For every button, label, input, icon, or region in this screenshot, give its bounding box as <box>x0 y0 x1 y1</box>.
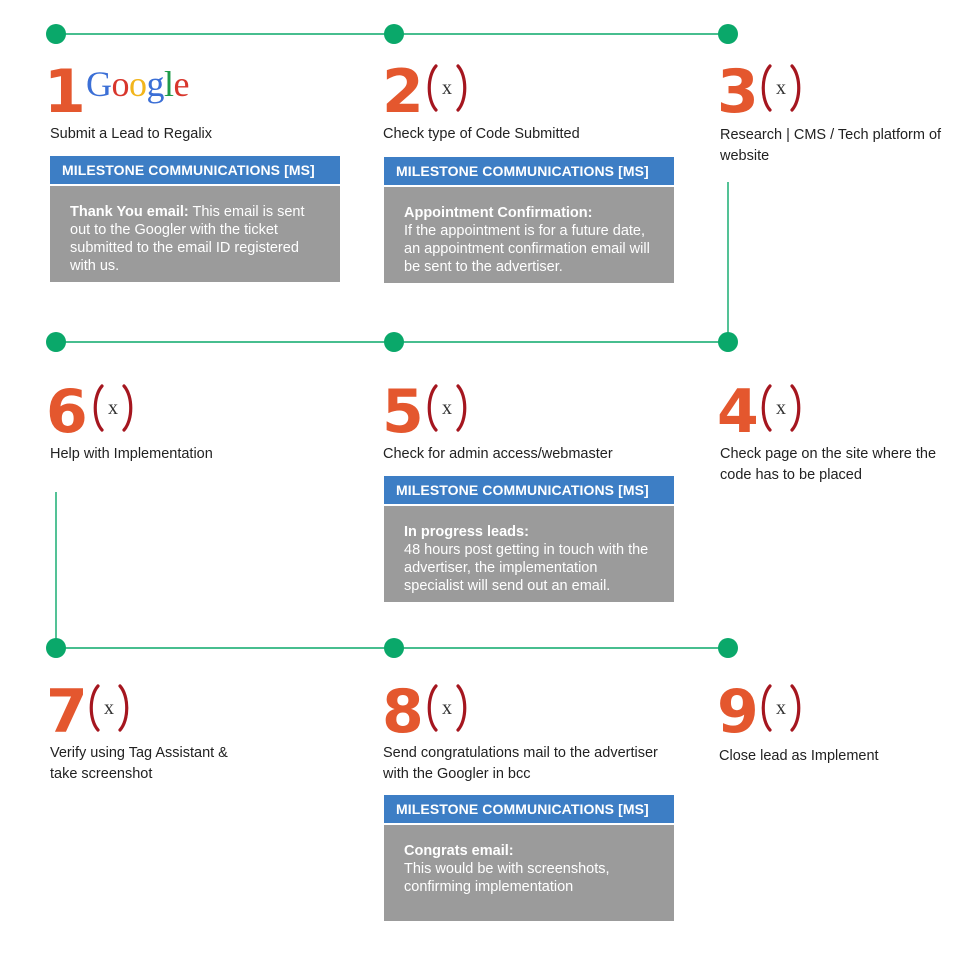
node-5 <box>384 332 404 352</box>
svg-text:x: x <box>776 397 786 419</box>
step-number: 8 <box>382 677 424 747</box>
regalix-x-icon: x <box>760 384 804 432</box>
step-label: Check for admin access/webmaster <box>383 446 613 462</box>
node-9 <box>718 638 738 658</box>
step-number: 4 <box>717 377 759 447</box>
step-number: 2 <box>382 57 424 127</box>
milestone-body: Appointment Confirmation: If the appoint… <box>384 187 674 283</box>
regalix-x-icon: x <box>426 64 470 112</box>
google-logo: Google <box>86 64 190 104</box>
step-number: 5 <box>382 377 424 447</box>
milestone-box-thank-you: MILESTONE COMMUNICATIONS [MS] Thank You … <box>50 156 340 282</box>
step-label: Submit a Lead to Regalix <box>50 126 213 142</box>
step-label: Help with Implementation <box>50 446 213 462</box>
svg-text:x: x <box>442 77 452 99</box>
milestone-text: 48 hours post getting in touch with the … <box>404 542 649 594</box>
milestone-box-congrats: MILESTONE COMMUNICATIONS [MS] Congrats e… <box>384 795 674 921</box>
svg-text:x: x <box>442 697 452 719</box>
regalix-x-icon: x <box>426 684 470 732</box>
step-number: 9 <box>717 677 759 747</box>
milestone-header: MILESTONE COMMUNICATIONS [MS] <box>50 156 340 184</box>
milestone-header: MILESTONE COMMUNICATIONS [MS] <box>384 795 674 823</box>
step-label: Send congratulations mail to the adverti… <box>383 745 658 782</box>
step-number: 3 <box>717 57 759 127</box>
milestone-title: Appointment Confirmation: <box>404 205 593 221</box>
step-label: Check type of Code Submitted <box>383 126 580 142</box>
milestone-box-in-progress: MILESTONE COMMUNICATIONS [MS] In progres… <box>384 476 674 602</box>
step-label: Check page on the site where the code ha… <box>720 446 937 483</box>
node-7 <box>46 638 66 658</box>
milestone-header: MILESTONE COMMUNICATIONS [MS] <box>384 157 674 185</box>
milestone-header: MILESTONE COMMUNICATIONS [MS] <box>384 476 674 504</box>
milestone-body: In progress leads: 48 hours post getting… <box>384 506 674 602</box>
svg-text:x: x <box>776 697 786 719</box>
milestone-text: This email is sent out to the Googler wi… <box>70 204 305 274</box>
node-2 <box>384 24 404 44</box>
step-label: Research | CMS / Tech platform of websit… <box>720 127 942 164</box>
step-label: Close lead as Implement <box>719 748 879 764</box>
node-4 <box>718 332 738 352</box>
regalix-x-icon: x <box>88 684 132 732</box>
step-number: 6 <box>46 377 88 447</box>
node-1 <box>46 24 66 44</box>
milestone-title: Congrats email: <box>404 843 514 859</box>
regalix-x-icon: x <box>760 64 804 112</box>
svg-text:x: x <box>108 397 118 419</box>
milestone-body: Congrats email: This would be with scree… <box>384 825 674 921</box>
step-number: 7 <box>46 677 88 747</box>
regalix-x-icon: x <box>92 384 136 432</box>
milestone-box-appointment: MILESTONE COMMUNICATIONS [MS] Appointmen… <box>384 157 674 283</box>
step-label: Verify using Tag Assistant & take screen… <box>50 745 228 782</box>
milestone-title: Thank You email: <box>70 204 189 220</box>
svg-text:x: x <box>104 697 114 719</box>
milestone-title: In progress leads: <box>404 524 529 540</box>
svg-text:x: x <box>776 77 786 99</box>
milestone-body: Thank You email: This email is sent out … <box>50 186 340 282</box>
step-number: 1 <box>44 57 86 127</box>
node-6 <box>46 332 66 352</box>
regalix-x-icon: x <box>760 684 804 732</box>
svg-text:x: x <box>442 397 452 419</box>
node-3 <box>718 24 738 44</box>
node-8 <box>384 638 404 658</box>
regalix-x-icon: x <box>426 384 470 432</box>
milestone-text: If the appointment is for a future date,… <box>404 223 650 275</box>
milestone-text: This would be with screenshots, confirmi… <box>404 861 610 895</box>
